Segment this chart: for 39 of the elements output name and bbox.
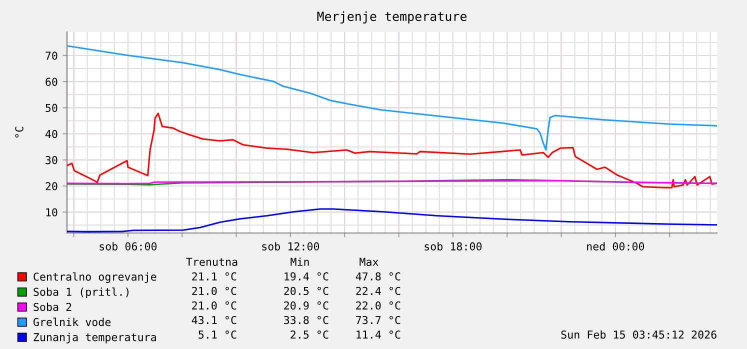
text: 47.8 °C <box>356 272 400 281</box>
chart-title: Merjenje temperature <box>317 11 467 24</box>
legend-label: Grelnik vode <box>33 318 111 326</box>
y-axis-title: °C <box>15 126 24 138</box>
text: Max <box>360 258 378 266</box>
text: Min <box>290 258 309 266</box>
x-tick-label: sob 12:00 <box>262 242 320 250</box>
text: 5.1 °C <box>198 330 236 339</box>
text: Trenutna <box>186 258 238 266</box>
y-tick-label: 50 <box>46 104 58 112</box>
y-tick-label: 60 <box>46 78 58 86</box>
y-tick-label: 30 <box>46 156 58 164</box>
x-tick-label: sob 06:00 <box>100 242 157 250</box>
text: 22.0 °C <box>356 301 400 310</box>
text: 33.8 °C <box>284 316 328 324</box>
legend-label: Soba 2 <box>34 302 72 312</box>
text: 22.4 °C <box>356 286 400 296</box>
text: 43.1 °C <box>192 316 236 324</box>
line-series <box>67 112 717 188</box>
text: Sun Feb 15 03:45:12 2026 <box>561 330 716 339</box>
text: 20.9 °C <box>284 301 328 310</box>
legend-label: Soba 1 (pritl.) <box>34 288 129 298</box>
text: 73.7 °C <box>356 316 400 324</box>
text: 11.4 °C <box>356 330 400 339</box>
text: 19.4 °C <box>284 272 328 281</box>
text: 20.5 °C <box>284 286 328 296</box>
x-tick-label: sob 18:00 <box>424 242 482 250</box>
legend-label: Centralno ogrevanje <box>34 272 156 283</box>
y-tick-label: 20 <box>46 182 58 190</box>
x-tick-label: ned 00:00 <box>587 242 644 250</box>
y-tick-label: 40 <box>45 130 58 138</box>
line-series <box>67 45 717 151</box>
legend-label: Zunanja temperatura <box>34 332 156 344</box>
y-tick-label: 70 <box>46 52 58 60</box>
text: 21.0 °C <box>192 301 236 310</box>
text: 21.1 °C <box>192 272 236 281</box>
text: 2.5 °C <box>290 330 328 339</box>
y-tick-label: 10 <box>46 208 58 216</box>
text: 21.0 °C <box>192 286 236 296</box>
